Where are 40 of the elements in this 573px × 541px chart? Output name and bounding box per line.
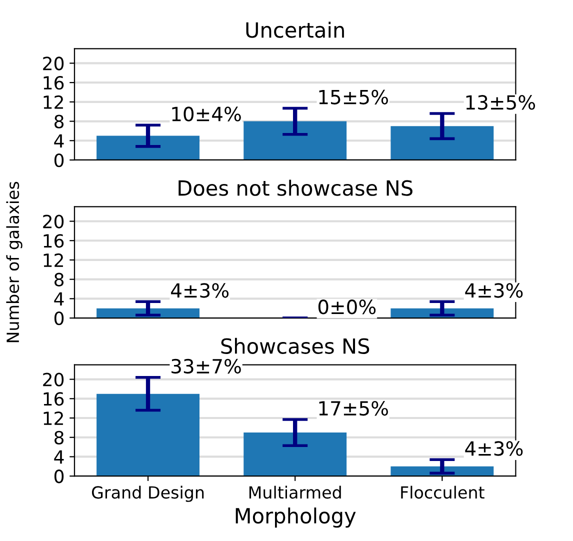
x-axis-title: Morphology xyxy=(236,507,356,528)
y-tick-label: 0 xyxy=(54,470,64,484)
y-tick-label: 0 xyxy=(54,311,64,326)
annotation: 15±5% xyxy=(319,90,388,104)
chart-title: Does not showcase NS xyxy=(178,180,412,196)
annotation: 4±3% xyxy=(465,283,523,298)
annotation: 33±7% xyxy=(172,358,241,374)
annotation: 17±5% xyxy=(319,400,388,416)
y-tick-label: 16 xyxy=(44,76,64,90)
bar xyxy=(96,136,200,160)
y-tick-label: 8 xyxy=(54,272,64,286)
x-tick-label: Multiarmed xyxy=(249,486,341,499)
bar xyxy=(244,121,347,160)
chart-title: Uncertain xyxy=(246,22,344,38)
bar xyxy=(96,394,200,476)
y-tick-label: 12 xyxy=(44,95,63,109)
x-tick-label: Grand Design xyxy=(92,486,204,502)
chart-title: Showcases NS xyxy=(221,338,370,354)
annotation: 4±3% xyxy=(465,441,523,456)
y-tick-label: 4 xyxy=(54,134,64,148)
y-tick-label: 12 xyxy=(44,411,63,425)
y-tick-label: 16 xyxy=(44,234,64,248)
y-tick-label: 16 xyxy=(44,392,64,406)
y-tick-label: 4 xyxy=(54,450,64,464)
y-tick-label: 8 xyxy=(54,430,64,444)
y-tick-label: 20 xyxy=(43,372,64,386)
annotation: 13±5% xyxy=(466,95,536,110)
y-tick-label: 0 xyxy=(54,153,64,168)
y-tick-label: 8 xyxy=(54,114,64,128)
y-tick-label: 20 xyxy=(43,56,64,70)
bar xyxy=(244,432,347,476)
x-tick-label: Flocculent xyxy=(401,486,484,499)
y-axis-title: Number of galaxies xyxy=(6,182,22,342)
annotation: 4±3% xyxy=(171,283,229,298)
annotation: 10±4% xyxy=(172,106,241,122)
y-tick-label: 12 xyxy=(44,253,63,267)
y-tick-label: 4 xyxy=(54,292,64,306)
y-tick-label: 20 xyxy=(43,214,64,228)
bar xyxy=(390,126,494,160)
annotation: 0±0% xyxy=(318,300,376,314)
